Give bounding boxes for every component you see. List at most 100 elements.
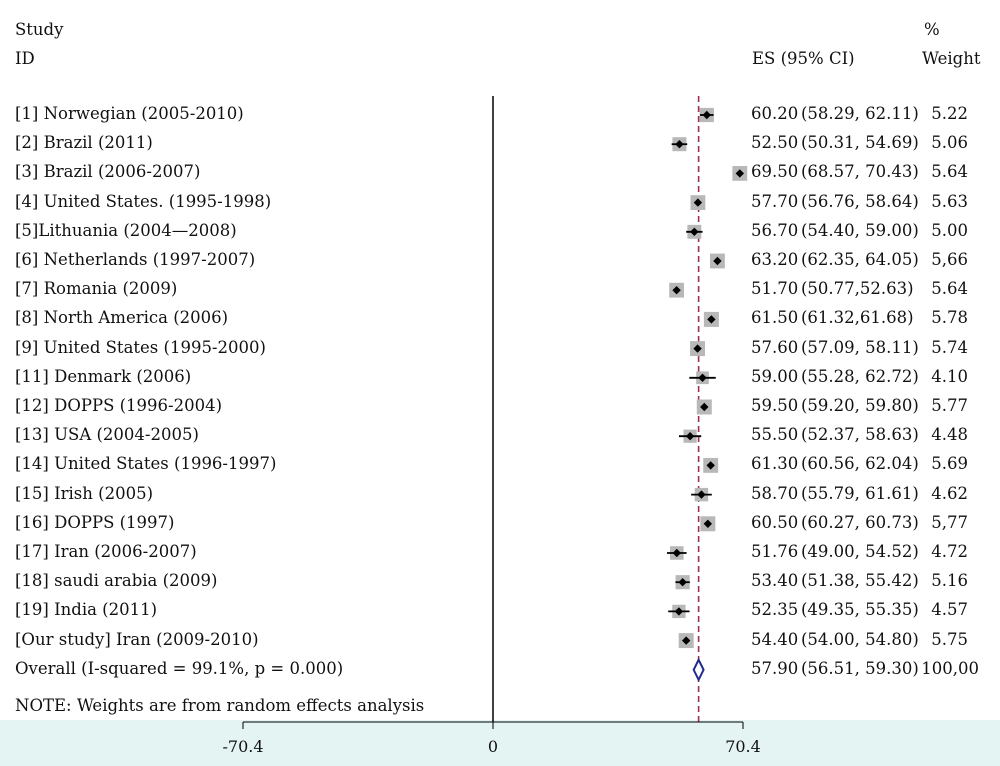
weight-value: 4.72 [931, 542, 968, 561]
point-estimate [707, 315, 716, 324]
es-value: 58.70 [751, 483, 799, 503]
point-estimate [675, 140, 684, 149]
ci-value: (60.27, 60.73) [801, 512, 919, 532]
point-estimate [703, 519, 713, 528]
overall-label: Overall (I-squared = 99.1%, p = 0.000) [15, 658, 344, 678]
point-estimate [693, 344, 702, 353]
axis-band [0, 720, 1000, 766]
point-estimate [697, 490, 706, 499]
es-value: 54.40 [751, 629, 799, 649]
ci-value: (51.38, 55.42) [801, 571, 919, 591]
study-label: [2] Brazil (2011) [15, 133, 153, 153]
es-value: 63.20 [751, 250, 799, 269]
es-value: 61.50 [751, 308, 799, 328]
point-estimate [678, 578, 687, 587]
point-estimate [706, 461, 715, 470]
es-value: 51.76 [751, 542, 799, 561]
ci-value: (49.00, 54.52) [801, 542, 919, 561]
weight-value: 5,77 [931, 512, 968, 532]
weight-value: 5,66 [931, 250, 968, 269]
es-value: 60.20 [751, 104, 799, 123]
header-study: Study [15, 20, 64, 39]
weight-value: 5.74 [931, 337, 968, 357]
header-id: ID [15, 49, 35, 68]
es-value: 59.00 [751, 366, 799, 386]
weight-value: 4.10 [931, 366, 968, 386]
ci-value: (50.77,52.63) [801, 279, 914, 299]
ci-value: (55.28, 62.72) [801, 366, 919, 386]
ci-value: (62.35, 64.05) [801, 250, 919, 269]
weight-value: 5.63 [931, 191, 968, 211]
point-estimate [674, 607, 684, 616]
weight-value: 5.64 [931, 162, 968, 182]
point-estimate [700, 402, 709, 412]
es-value: 59.50 [751, 396, 799, 415]
weight-value: 5.06 [931, 133, 968, 153]
point-estimate [690, 227, 699, 236]
weight-value: 4.48 [931, 425, 968, 445]
es-value: 61.30 [751, 454, 799, 474]
study-label: [15] Irish (2005) [15, 483, 154, 503]
point-estimate [713, 256, 722, 266]
weight-value: 4.57 [931, 600, 968, 620]
weight-value: 5.64 [931, 279, 968, 299]
ci-value: (56.76, 58.64) [801, 191, 919, 211]
study-label: [17] Iran (2006-2007) [15, 542, 197, 561]
es-value: 57.60 [751, 337, 799, 357]
ci-value: (55.79, 61.61) [801, 483, 919, 503]
ci-value: (52.37, 58.63) [801, 425, 919, 445]
overall-ci-value: (56.51, 59.30) [801, 658, 919, 678]
point-estimate [685, 432, 695, 441]
ci-value: (54.00, 54.80) [801, 629, 919, 649]
study-label: [14] United States (1996-1997) [15, 454, 277, 474]
overall-weight-value: 100,00 [921, 658, 979, 678]
study-label: [13] USA (2004-2005) [15, 425, 199, 445]
point-estimate [735, 169, 745, 178]
study-label: [Our study] Iran (2009-2010) [15, 629, 259, 649]
study-label: [16] DOPPS (1997) [15, 512, 175, 532]
overall-diamond [692, 657, 705, 683]
header-percent: % [924, 20, 940, 39]
es-value: 60.50 [751, 512, 799, 532]
study-label: [18] saudi arabia (2009) [15, 571, 218, 591]
weight-value: 5.75 [931, 629, 968, 649]
point-estimate [693, 198, 703, 207]
es-value: 51.70 [751, 279, 799, 299]
ci-value: (54.40, 59.00) [801, 220, 919, 240]
x-tick-label: 70.4 [725, 737, 761, 756]
header-es-ci: ES (95% CI) [752, 49, 855, 68]
study-label: [4] United States. (1995-1998) [15, 191, 272, 211]
es-value: 69.50 [751, 162, 799, 182]
study-label: [3] Brazil (2006-2007) [15, 162, 201, 182]
study-label: [6] Netherlands (1997-2007) [15, 250, 256, 269]
es-value: 57.70 [751, 191, 799, 211]
point-estimate [698, 373, 707, 382]
weight-value: 5.00 [931, 220, 968, 240]
es-value: 52.50 [751, 133, 799, 153]
study-label: [9] United States (1995-2000) [15, 337, 266, 357]
study-label: [12] DOPPS (1996-2004) [15, 396, 223, 415]
weight-value: 5.78 [931, 308, 968, 328]
weight-value: 5.69 [931, 454, 968, 474]
ci-value: (49.35, 55.35) [801, 600, 919, 620]
ci-value: (61.32,61.68) [801, 308, 914, 328]
es-value: 56.70 [751, 220, 799, 240]
ci-value: (57.09, 58.11) [801, 337, 919, 357]
study-label: [19] India (2011) [15, 600, 158, 620]
weight-value: 5.16 [931, 571, 968, 591]
ci-value: (60.56, 62.04) [801, 454, 919, 474]
study-label: [1] Norwegian (2005-2010) [15, 104, 244, 123]
x-tick-label: 0 [487, 737, 499, 756]
point-estimate [681, 636, 691, 645]
weight-value: 5.22 [931, 104, 968, 123]
study-label: [5]Lithuania (2004—2008) [15, 220, 237, 240]
es-value: 55.50 [751, 425, 799, 445]
note-text: NOTE: Weights are from random effects an… [15, 696, 425, 715]
weight-value: 5.77 [931, 396, 968, 415]
point-estimate [672, 286, 681, 295]
overall-es-value: 57.90 [751, 658, 799, 678]
es-value: 53.40 [751, 571, 799, 591]
ci-value: (50.31, 54.69) [801, 133, 919, 153]
ci-value: (68.57, 70.43) [801, 162, 919, 182]
